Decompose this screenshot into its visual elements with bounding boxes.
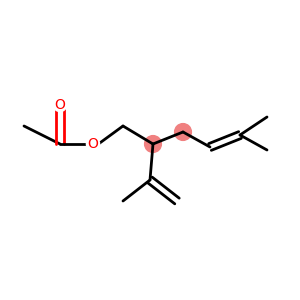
Text: O: O <box>55 98 65 112</box>
Circle shape <box>145 136 161 152</box>
Circle shape <box>175 124 191 140</box>
Text: O: O <box>88 137 98 151</box>
Circle shape <box>86 137 100 151</box>
Circle shape <box>53 98 67 112</box>
